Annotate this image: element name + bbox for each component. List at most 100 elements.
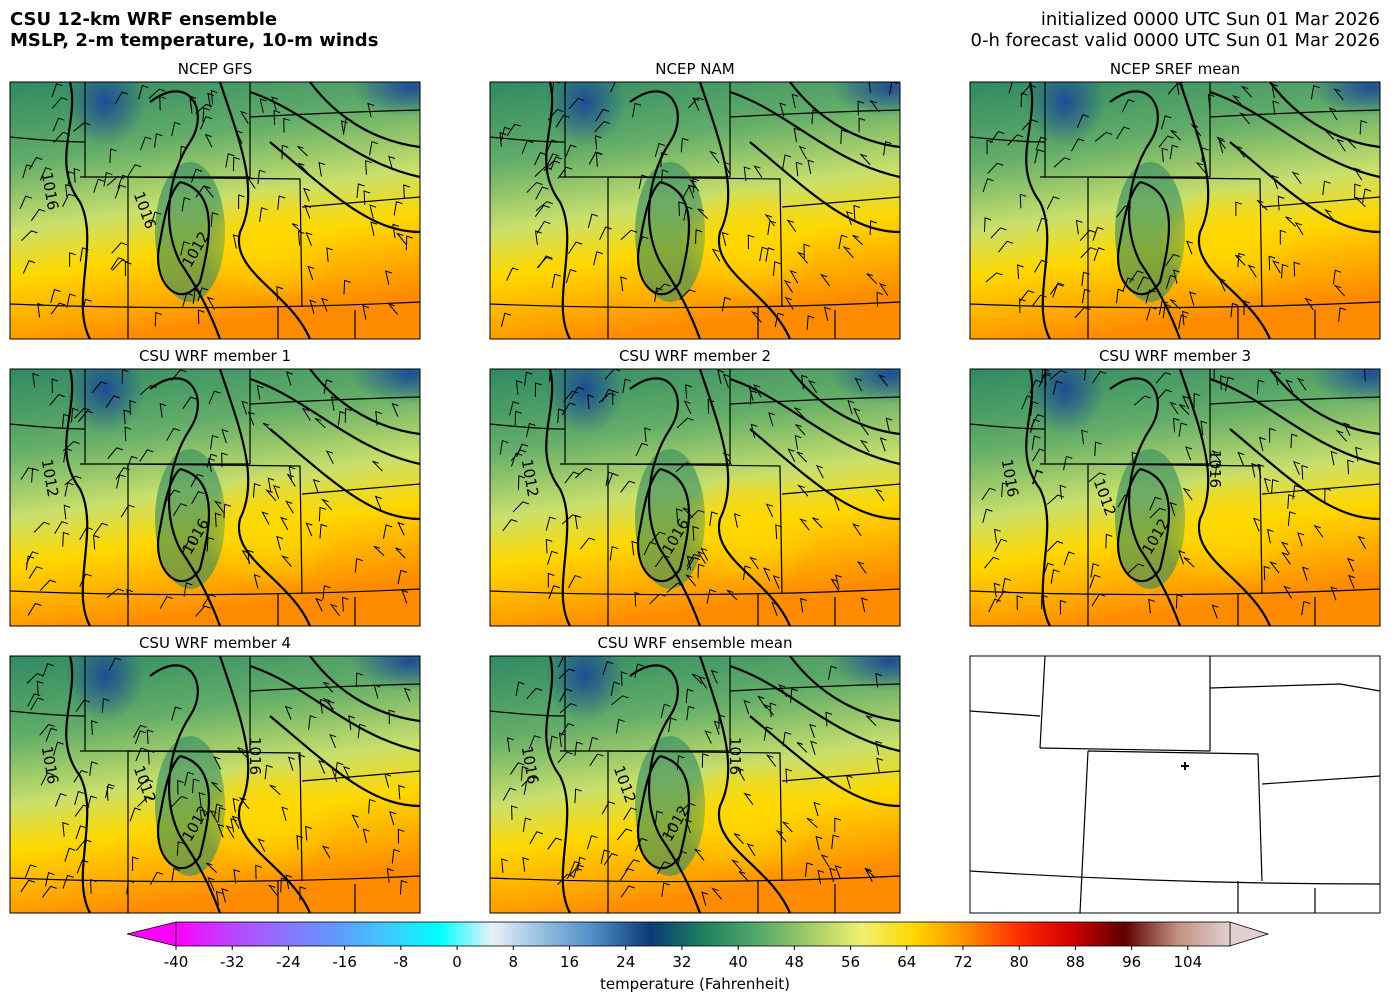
wind-barb [545,538,553,554]
wind-barb [1049,370,1067,380]
wind-barb [517,475,526,490]
state-border [249,109,420,118]
wind-barb [335,761,344,777]
wind-barb [747,234,755,250]
wind-barb [817,869,825,885]
wind-barb [677,850,688,866]
wind-barb [307,265,315,280]
cold-area [350,369,420,404]
wind-barb [574,788,582,804]
wind-barb [525,422,536,438]
wind-barb [285,874,293,890]
wind-barb [79,247,89,262]
wind-barb [91,720,98,735]
cold-area [350,656,420,691]
panel-frame [9,81,421,340]
wind-barb [1336,138,1346,152]
wind-barb [30,697,44,711]
wind-barb [217,823,225,838]
wind-barb [210,89,218,105]
wind-barb [22,260,36,274]
wind-barb [701,753,709,768]
wind-barb [558,668,576,680]
wind-barb [42,663,54,678]
isobar [249,377,420,466]
wind-barb [775,830,787,843]
wind-barb [537,255,553,268]
wind-barb [654,554,670,568]
wind-barb [806,315,815,330]
wind-barb [589,753,604,767]
panel-frame [489,368,901,627]
isobar [629,377,702,626]
wind-barb [1280,541,1290,555]
wind-barb [221,452,228,468]
wind-barb [994,538,1008,552]
wind-barb [320,498,333,511]
wind-barb [602,660,614,676]
wind-barb [685,688,694,704]
wind-barb [76,859,89,874]
wind-barb [1001,482,1009,498]
wind-barb [369,204,377,219]
wind-barb [523,780,533,795]
wind-barb [40,772,54,786]
wind-barb [620,480,636,493]
wind-barb [546,153,559,167]
wind-barb [1149,507,1166,519]
wind-barb [1224,376,1235,392]
wind-barb [253,574,261,589]
wind-barb [1094,131,1113,142]
wind-barb [66,293,76,308]
wind-barb [391,402,399,417]
state-border [1261,775,1380,785]
wind-barb [20,467,35,480]
wind-barb [984,556,1000,569]
wind-barb [1269,427,1276,443]
state-border [781,483,900,495]
wind-barb [405,235,413,251]
state-border [970,710,1041,717]
wind-barb [567,241,583,255]
warm-area [680,182,820,302]
wind-barb [1333,88,1344,101]
wind-barb [853,407,861,422]
wind-barb [21,230,38,242]
wind-barb [620,671,628,686]
wind-barb [90,878,97,894]
wind-barb [204,133,213,148]
wind-barb [197,287,208,302]
wind-barb [649,593,666,605]
wind-barb [233,868,241,884]
wind-barb [524,371,533,387]
wind-barb [879,437,887,452]
wind-barb [1281,551,1291,565]
wind-barb [1116,205,1132,218]
colorbar-tick-label: -24 [276,953,301,971]
wind-barb [124,426,132,442]
wind-barb [375,410,382,426]
wind-barb [202,594,217,607]
wind-barb [176,840,185,856]
wind-barb [685,384,692,399]
wind-barb [195,605,211,617]
wind-barb [246,175,256,189]
wind-barb [840,129,848,145]
wind-barb [1213,369,1215,380]
wind-barb [232,797,240,813]
wind-barb [1218,277,1226,292]
wind-barb [1364,369,1371,382]
wind-barb [534,204,550,218]
wind-barb [111,242,128,254]
wind-barb [533,151,547,166]
wind-barb [576,856,586,872]
wind-barb [600,849,611,864]
wind-barb [1031,435,1041,450]
wind-barb [329,734,337,748]
wind-barb [1200,420,1208,436]
isobar [65,656,91,913]
isobar [65,369,91,626]
wind-barb [595,108,610,122]
wind-barb [686,553,701,567]
